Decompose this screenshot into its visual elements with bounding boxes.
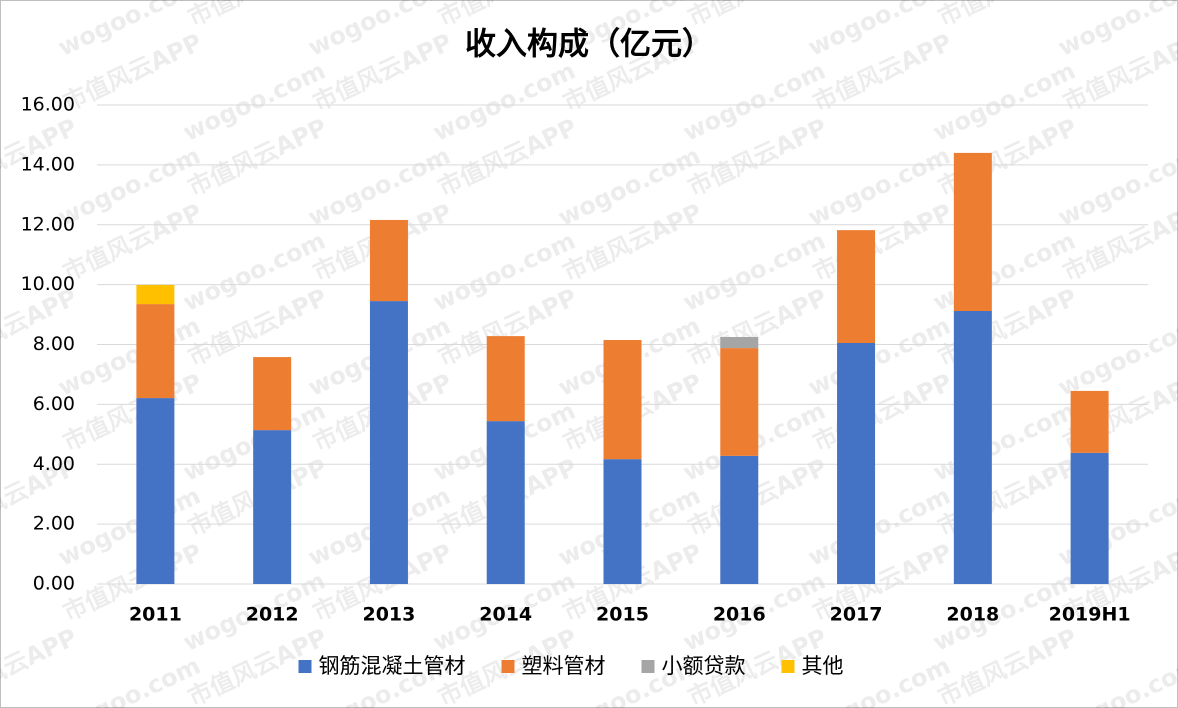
bar-segment <box>837 343 876 584</box>
y-tick-label: 16.00 <box>21 94 75 116</box>
bar-segment <box>486 421 525 584</box>
x-tick-label: 2014 <box>479 604 532 626</box>
bar-segment <box>136 398 175 584</box>
legend-swatch <box>641 660 655 673</box>
bar-segment <box>953 152 992 311</box>
bar-segment <box>603 459 642 584</box>
bar-segment <box>369 219 408 302</box>
bar-segment <box>953 310 992 584</box>
legend-swatch <box>781 660 795 673</box>
x-tick-label: 2011 <box>129 604 182 626</box>
x-tick-label: 2017 <box>830 604 883 626</box>
bar-segment <box>720 337 759 349</box>
bar-segment <box>603 340 642 460</box>
bar-segment <box>1070 452 1109 584</box>
bar-segment <box>369 301 408 584</box>
y-tick-label: 8.00 <box>33 333 75 355</box>
x-tick-label: 2015 <box>596 604 649 626</box>
y-tick-label: 2.00 <box>33 513 75 535</box>
bar-segment <box>720 348 759 456</box>
bar-segment <box>136 304 175 399</box>
x-tick-label: 2013 <box>362 604 415 626</box>
bar-segment <box>1070 390 1109 453</box>
y-tick-label: 12.00 <box>21 213 75 235</box>
y-tick-label: 14.00 <box>21 153 75 175</box>
chart-title: 收入构成（亿元） <box>465 27 713 63</box>
legend-label: 钢筋混凝土管材 <box>319 654 466 678</box>
x-tick-label: 2018 <box>946 604 999 626</box>
x-tick-label: 2016 <box>713 604 766 626</box>
y-tick-label: 4.00 <box>33 453 75 475</box>
x-tick-label: 2012 <box>246 604 299 626</box>
bar-segment <box>720 455 759 584</box>
x-tick-label: 2019H1 <box>1049 604 1131 626</box>
y-tick-label: 10.00 <box>21 273 75 295</box>
bar-segment <box>136 284 175 305</box>
y-tick-label: 6.00 <box>33 393 75 415</box>
y-tick-label: 0.00 <box>33 573 75 595</box>
bar-segment <box>253 357 292 431</box>
bar-segment <box>253 430 292 584</box>
bar-segment <box>837 230 876 344</box>
legend-swatch <box>501 660 515 673</box>
bar-segment <box>486 336 525 422</box>
legend-swatch <box>298 660 312 673</box>
legend-label: 其他 <box>802 654 844 678</box>
legend-label: 小额贷款 <box>662 654 746 678</box>
legend-label: 塑料管材 <box>522 654 606 678</box>
